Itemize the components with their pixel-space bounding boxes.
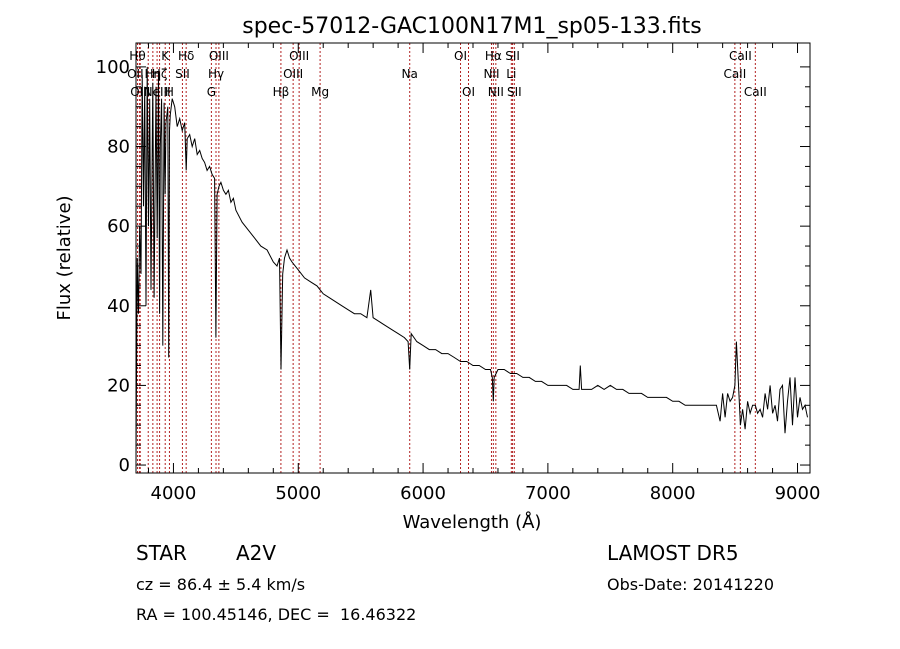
plot-frame: [135, 42, 811, 474]
x-axis-ticks: 4000 5000 6000 7000 8000 9000: [147, 43, 821, 504]
survey-name: LAMOST DR5: [607, 541, 739, 565]
y-tick-label: 100: [96, 57, 130, 78]
x-tick-label: 9000: [775, 483, 821, 504]
line-label: Hη: [145, 67, 162, 81]
y-tick-label: 40: [107, 296, 130, 317]
line-label: OI: [454, 49, 467, 63]
chart-title: spec-57012-GAC100N17M1_sp05-133.fits: [242, 14, 702, 39]
line-label: SII: [175, 67, 190, 81]
line-label: K: [161, 49, 170, 63]
line-label: OII: [127, 67, 144, 81]
line-label: CaII: [744, 85, 767, 99]
line-label: Mg: [311, 85, 329, 99]
line-label: Hδ: [178, 49, 194, 63]
line-label: OIII: [209, 49, 229, 63]
line-label: Na: [402, 67, 418, 81]
x-tick-label: 8000: [650, 483, 696, 504]
coordinates: RA = 100.45146, DEC = 16.46322: [136, 605, 416, 624]
x-tick-label: 6000: [400, 483, 446, 504]
y-axis-ticks: 0 20 40 60 80 100: [96, 57, 810, 476]
line-label: OI: [462, 85, 475, 99]
x-tick-label: 4000: [151, 483, 197, 504]
y-tick-label: 20: [107, 375, 130, 396]
line-label: Hθ: [129, 49, 145, 63]
y-tick-label: 0: [119, 455, 130, 476]
x-tick-label: 7000: [525, 483, 571, 504]
line-label: SII: [507, 85, 522, 99]
y-tick-label: 60: [107, 216, 130, 237]
line-label: CaII: [729, 49, 752, 63]
line-label: CaII: [723, 67, 746, 81]
line-label: H: [165, 85, 174, 99]
line-label: Li: [506, 67, 516, 81]
line-label: NII: [488, 85, 504, 99]
redshift-value: cz = 86.4 ± 5.4 km/s: [136, 575, 305, 594]
object-subclass: A2V: [236, 541, 276, 565]
line-label: NeIII: [144, 85, 171, 99]
line-label: OIII: [289, 49, 309, 63]
line-label: Hβ: [273, 85, 290, 99]
line-label: OIII: [283, 67, 303, 81]
line-label: G: [207, 85, 216, 99]
y-axis-label: Flux (relative): [54, 195, 75, 320]
emission-line-labels: HθOIIOIIIHηNeIIIHζKHSIIHδGHγOIIIHβOIIIOI…: [127, 49, 767, 99]
y-tick-label: 80: [107, 137, 130, 158]
object-class: STAR: [136, 541, 187, 565]
obs-date: Obs-Date: 20141220: [607, 575, 774, 594]
x-tick-label: 5000: [275, 483, 321, 504]
line-label: Hζ: [152, 67, 168, 81]
line-label: SII: [505, 49, 520, 63]
line-label: OIII: [130, 85, 150, 99]
spectrum-line: [135, 66, 808, 466]
x-axis-label: Wavelength (Å): [403, 511, 542, 533]
line-label: NII: [483, 67, 499, 81]
emission-lines: [136, 43, 756, 473]
line-label: Hγ: [208, 67, 224, 81]
line-label: Hα: [485, 49, 502, 63]
